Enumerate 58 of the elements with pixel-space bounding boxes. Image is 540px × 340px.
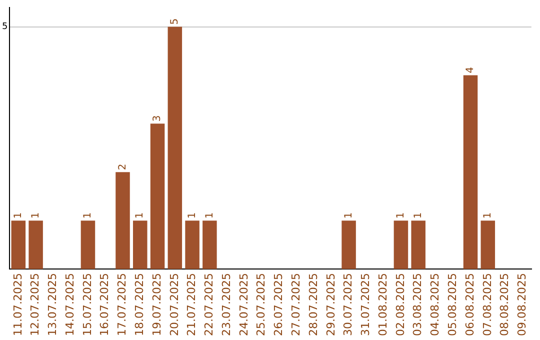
x-tick-label: 21.07.2025 [185,273,198,336]
data-label: 1 [186,212,198,219]
x-tick-label: 09.08.2025 [516,273,529,336]
x-tick-label: 14.07.2025 [63,273,76,336]
x-tick-label: 01.08.2025 [376,273,390,336]
data-label: 1 [396,212,407,219]
bar [133,220,148,270]
bar [168,26,182,270]
x-tick-label: 03.08.2025 [411,273,424,336]
x-tick-label: 25.07.2025 [254,273,268,336]
bar [342,220,356,270]
x-tick-label: 17.07.2025 [116,273,129,336]
x-tick-label: 18.07.2025 [132,273,146,336]
x-tick-label: 22.07.2025 [202,273,216,336]
data-label: 1 [30,212,42,219]
data-label: 4 [465,66,476,74]
bar [202,220,217,270]
x-tick-label: 27.07.2025 [289,273,302,336]
data-label: 1 [134,212,146,219]
x-tick-label: 19.07.2025 [150,273,164,336]
x-tick-label: 20.07.2025 [168,273,181,336]
x-tick-label: 02.08.2025 [394,273,407,336]
data-label: 1 [343,212,354,219]
x-tick-label: 11.07.2025 [11,273,24,336]
x-tick-label: 28.07.2025 [306,273,320,336]
x-tick-label: 08.08.2025 [498,273,512,336]
x-tick-label: 15.07.2025 [80,273,94,336]
data-label: 1 [82,212,94,219]
x-tick-label: 23.07.2025 [220,273,233,336]
bar [80,220,96,270]
x-tick-label: 26.07.2025 [272,273,286,336]
data-label: 3 [152,115,164,122]
data-label: 1 [412,212,424,219]
bar [28,220,43,270]
data-label: 1 [204,212,216,219]
x-tick-label: 29.07.2025 [324,273,338,336]
bar [150,124,165,270]
bar [116,172,130,270]
x-tick-label: 13.07.2025 [46,273,60,336]
bar [185,220,200,270]
bar [411,220,426,270]
bar [11,220,26,270]
bar [394,220,408,270]
x-tick-label: 07.08.2025 [480,273,494,336]
data-label: 2 [117,164,128,170]
x-tick-label: 12.07.2025 [28,273,42,336]
x-tick-label: 31.07.2025 [359,273,372,336]
data-label: 1 [13,212,24,219]
x-tick-label: 06.08.2025 [463,273,476,336]
bar [480,220,496,270]
data-label: 5 [170,18,181,25]
bar [463,75,478,270]
x-tick-label: 30.07.2025 [342,273,355,336]
x-tick-label: 16.07.2025 [98,273,112,336]
x-tick-label: 05.08.2025 [446,273,459,336]
data-label: 1 [482,212,494,219]
x-tick-label: 24.07.2025 [237,273,250,336]
x-tick-label: 04.08.2025 [428,273,442,336]
